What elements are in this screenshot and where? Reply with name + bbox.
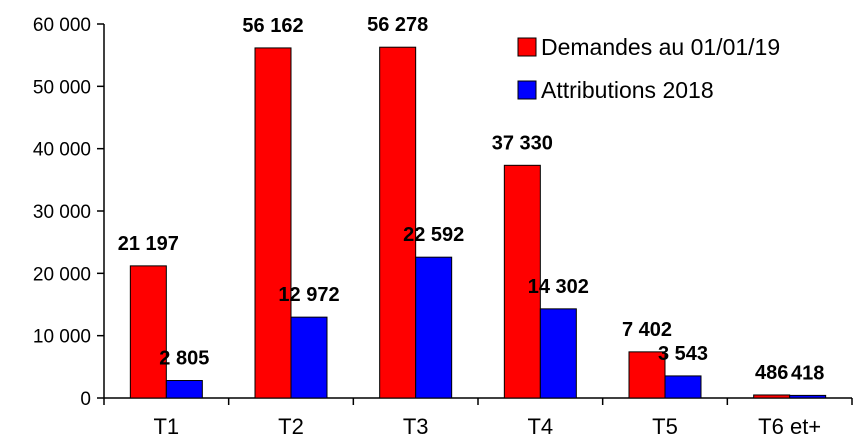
y-axis: 0 10 000 20 000 30 000 40 000 50 000 60 000 <box>33 15 105 410</box>
bar-demandes <box>129 265 167 399</box>
bar-attributions <box>789 394 827 399</box>
x-axis: T1 T2 T3 T4 T5 T6 et+ <box>103 397 853 439</box>
bar-demandes <box>753 394 791 399</box>
x-tick-label: T6 et+ <box>758 414 821 439</box>
bar-demandes <box>379 46 417 399</box>
data-label: 3 543 <box>658 343 708 365</box>
legend-swatch <box>517 80 537 100</box>
bar-attributions <box>664 375 702 399</box>
bar-attributions <box>165 380 203 399</box>
x-tick-label: T1 <box>153 414 179 439</box>
data-label: 21 197 <box>118 233 179 255</box>
y-tick-label: 40 000 <box>33 140 91 161</box>
bars <box>129 46 827 399</box>
x-tick-label: T3 <box>403 414 429 439</box>
x-tick-label: T2 <box>278 414 304 439</box>
legend-swatch <box>517 37 537 57</box>
legend: Demandes au 01/01/19 Attributions 2018 <box>517 34 780 103</box>
data-labels: 21 197 2 805 56 162 12 972 56 278 22 592 37 33… <box>118 14 825 384</box>
y-tick-label: 60 000 <box>33 15 91 36</box>
data-label: 7 402 <box>622 319 672 341</box>
bar-attributions <box>415 256 453 399</box>
data-label: 22 592 <box>403 224 464 246</box>
data-label: 12 972 <box>278 284 339 306</box>
data-label: 486 <box>755 362 788 384</box>
x-tick-label: T5 <box>652 414 678 439</box>
data-label: 418 <box>791 362 824 384</box>
bar-attributions <box>290 316 328 399</box>
y-tick-label: 10 000 <box>33 327 91 348</box>
y-tick-label: 20 000 <box>33 264 91 285</box>
data-label: 2 805 <box>159 348 209 370</box>
bar-demandes <box>503 164 541 399</box>
bar-demandes <box>628 351 666 399</box>
x-tick-label: T4 <box>527 414 553 439</box>
data-label: 14 302 <box>528 276 589 298</box>
y-tick-label: 30 000 <box>33 202 91 223</box>
legend-label: Attributions 2018 <box>541 77 714 103</box>
y-tick-label: 0 <box>80 389 91 410</box>
legend-label: Demandes au 01/01/19 <box>541 34 780 60</box>
data-label: 37 330 <box>492 132 553 154</box>
bar-demandes <box>254 47 292 399</box>
y-tick-label: 50 000 <box>33 77 91 98</box>
data-label: 56 162 <box>242 15 303 37</box>
bar-attributions <box>539 308 577 399</box>
data-label: 56 278 <box>367 14 428 36</box>
